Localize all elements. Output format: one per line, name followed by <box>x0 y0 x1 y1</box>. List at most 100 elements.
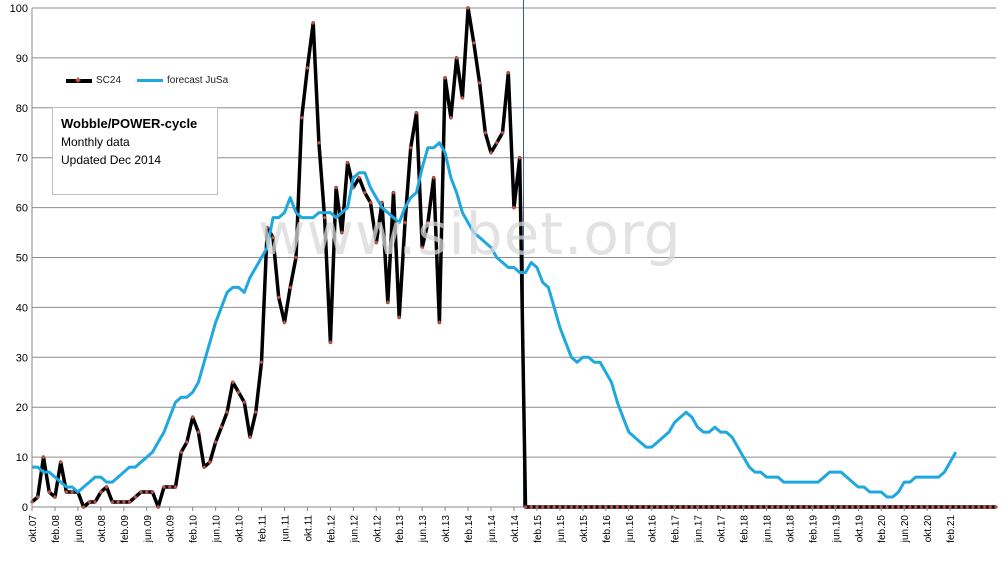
x-tick-label: okt.09 <box>166 515 177 543</box>
point-marker-sc24 <box>655 504 660 510</box>
point-marker-sc24 <box>838 504 844 510</box>
x-tick-label: jun.10 <box>212 515 223 544</box>
point-marker-sc24 <box>907 504 913 510</box>
point-marker-sc24 <box>328 340 333 345</box>
x-tick-label: jun.19 <box>831 515 842 544</box>
point-marker-sc24 <box>632 504 637 510</box>
y-tick-label: 30 <box>16 352 28 364</box>
point-marker-sc24 <box>190 415 195 420</box>
x-tick-label: feb.20 <box>877 515 888 543</box>
point-marker-sc24 <box>982 504 987 510</box>
x-tick-label: jun.18 <box>762 515 773 544</box>
x-tick-label: feb.08 <box>51 515 62 543</box>
x-tick-label: okt.16 <box>648 515 659 543</box>
point-marker-sc24 <box>620 504 626 510</box>
point-marker-sc24 <box>597 504 603 510</box>
x-tick-label: feb.17 <box>671 515 682 543</box>
legend-item-forecast: forecast JuSa <box>137 75 228 86</box>
point-marker-sc24 <box>821 504 826 510</box>
x-tick-label: feb.09 <box>120 515 131 543</box>
point-marker-sc24 <box>884 504 890 510</box>
point-marker-sc24 <box>546 504 551 510</box>
point-marker-sc24 <box>488 150 494 155</box>
x-tick-label: okt.14 <box>510 515 521 543</box>
point-marker-sc24 <box>156 504 161 510</box>
point-marker-sc24 <box>207 459 213 465</box>
point-marker-sc24 <box>747 504 752 510</box>
legend-label-sc24: SC24 <box>96 75 122 86</box>
point-marker-sc24 <box>569 504 574 510</box>
x-tick-label: jun.12 <box>349 515 360 544</box>
point-marker-sc24 <box>942 504 947 510</box>
x-tick-label: okt.10 <box>235 515 246 543</box>
y-tick-label: 80 <box>16 103 28 115</box>
x-tick-label: jun.14 <box>487 515 498 544</box>
info-title: Wobble/POWER-cycle <box>61 116 198 131</box>
x-tick-label: feb.10 <box>189 515 200 543</box>
point-marker-sc24 <box>161 484 167 490</box>
point-marker-sc24 <box>431 175 436 180</box>
point-marker-sc24 <box>425 220 431 225</box>
info-box: Wobble/POWER-cycle Monthly data Updated … <box>52 107 218 195</box>
point-marker-sc24 <box>930 504 936 510</box>
point-marker-sc24 <box>138 489 144 495</box>
grid-layer <box>32 7 996 508</box>
point-marker-sc24 <box>276 295 281 300</box>
point-marker-sc24 <box>850 504 855 510</box>
x-tick-label: okt.12 <box>372 515 383 543</box>
point-marker-sc24 <box>184 440 190 445</box>
point-marker-sc24 <box>230 380 235 385</box>
y-tick-label: 50 <box>16 253 28 265</box>
point-marker-sc24 <box>224 410 230 415</box>
point-marker-sc24 <box>511 205 517 210</box>
point-marker-sc24 <box>523 504 528 510</box>
x-tick-label: okt.18 <box>785 515 796 543</box>
point-marker-sc24 <box>781 504 786 510</box>
info-subtitle: Monthly data <box>61 135 130 149</box>
x-tick-label: okt.08 <box>97 515 108 543</box>
point-marker-sc24 <box>127 499 132 505</box>
point-marker-sc24 <box>689 504 695 510</box>
point-marker-sc24 <box>758 504 763 510</box>
axis-layer: 0 10 20 30 40 50 60 70 80 90 100 okt.07 feb.08 jun.08… <box>10 3 957 543</box>
point-marker-sc24 <box>896 504 901 510</box>
y-tick-label: 60 <box>16 203 28 215</box>
x-tick-label: okt.07 <box>28 515 39 543</box>
point-marker-sc24 <box>236 390 241 395</box>
point-marker-sc24 <box>552 504 557 510</box>
point-marker-sc24 <box>919 504 924 510</box>
point-marker-sc24 <box>144 489 149 495</box>
point-marker-sc24 <box>735 504 740 510</box>
point-marker-sc24 <box>391 190 396 195</box>
point-marker-sc24 <box>420 245 425 250</box>
x-tick-label: jun.15 <box>556 515 567 544</box>
x-tick-label: feb.12 <box>326 515 337 543</box>
legend-label-forecast: forecast JuSa <box>167 75 229 86</box>
point-marker-sc24 <box>798 504 804 510</box>
point-marker-sc24 <box>259 360 264 365</box>
point-marker-sc24 <box>661 504 666 510</box>
point-marker-sc24 <box>402 220 408 225</box>
point-marker-sc24 <box>213 440 218 445</box>
x-tick-label: feb.19 <box>808 515 819 543</box>
point-marker-sc24 <box>529 504 534 510</box>
point-marker-sc24 <box>362 190 367 195</box>
y-tick-label: 70 <box>16 153 28 165</box>
x-tick-label: jun.20 <box>900 515 911 544</box>
point-marker-sc24 <box>873 504 878 510</box>
x-tick-label: jun.16 <box>625 515 636 544</box>
point-marker-sc24 <box>483 130 488 135</box>
x-tick-label: okt.11 <box>303 515 314 542</box>
point-marker-sc24 <box>861 504 867 510</box>
point-marker-sc24 <box>775 504 781 510</box>
legend-swatch-forecast <box>137 79 164 82</box>
point-marker-sc24 <box>701 504 706 510</box>
x-tick-label: okt.19 <box>854 515 865 543</box>
x-tick-label: feb.15 <box>533 515 544 543</box>
point-marker-sc24 <box>374 240 379 245</box>
point-marker-sc24 <box>970 504 976 510</box>
y-tick-label: 10 <box>16 452 28 464</box>
point-marker-sc24 <box>770 504 775 510</box>
x-tick-label: okt.20 <box>923 515 934 543</box>
